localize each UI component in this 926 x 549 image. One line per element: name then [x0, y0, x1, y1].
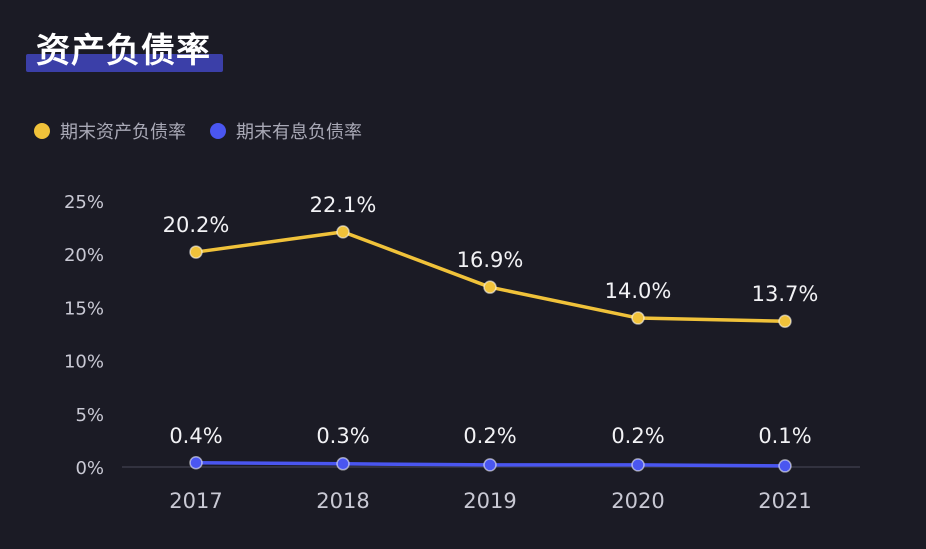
legend: 期末资产负债率 期末有息负债率: [34, 118, 386, 144]
x-tick-label: 2020: [611, 489, 664, 513]
y-tick-label: 10%: [64, 352, 104, 373]
x-tick-label: 2017: [169, 489, 222, 513]
data-point-series-2: [778, 459, 792, 473]
y-tick-label: 0%: [75, 458, 104, 479]
data-point-series-1: [778, 314, 792, 328]
data-label-series-2: 0.2%: [611, 424, 664, 448]
chart-title-block: 资产负债率: [26, 28, 223, 74]
data-point-series-1: [336, 225, 350, 239]
legend-item-series-1: 期末资产负债率: [34, 118, 186, 144]
data-label-series-1: 13.7%: [752, 282, 819, 306]
x-tick-label: 2019: [463, 489, 516, 513]
data-label-series-2: 0.4%: [169, 424, 222, 448]
data-point-series-1: [189, 245, 203, 259]
y-tick-label: 20%: [64, 245, 104, 266]
y-tick-label: 5%: [75, 405, 104, 426]
data-label-series-1: 20.2%: [163, 213, 230, 237]
chart-title: 资产负债率: [36, 31, 211, 71]
title-highlight: [26, 54, 223, 72]
data-label-series-1: 22.1%: [310, 193, 377, 217]
legend-label-series-2: 期末有息负债率: [236, 122, 362, 143]
x-tick-label: 2021: [758, 489, 811, 513]
y-tick-label: 25%: [64, 192, 104, 213]
x-tick-label: 2018: [316, 489, 369, 513]
data-point-series-2: [483, 458, 497, 472]
legend-item-series-2: 期末有息负债率: [210, 118, 362, 144]
data-point-series-2: [631, 458, 645, 472]
y-tick-label: 15%: [64, 298, 104, 319]
data-label-series-2: 0.1%: [758, 424, 811, 448]
data-label-series-2: 0.2%: [463, 424, 516, 448]
legend-label-series-1: 期末资产负债率: [60, 122, 186, 143]
legend-dot-series-1: [34, 123, 50, 139]
data-point-series-2: [336, 457, 350, 471]
data-label-series-1: 14.0%: [605, 279, 672, 303]
data-label-series-2: 0.3%: [316, 424, 369, 448]
data-label-series-1: 16.9%: [457, 248, 524, 272]
data-point-series-1: [631, 311, 645, 325]
data-point-series-2: [189, 455, 203, 470]
series-line-1: [194, 230, 787, 323]
legend-dot-series-2: [210, 123, 226, 139]
data-point-series-1: [483, 280, 497, 294]
